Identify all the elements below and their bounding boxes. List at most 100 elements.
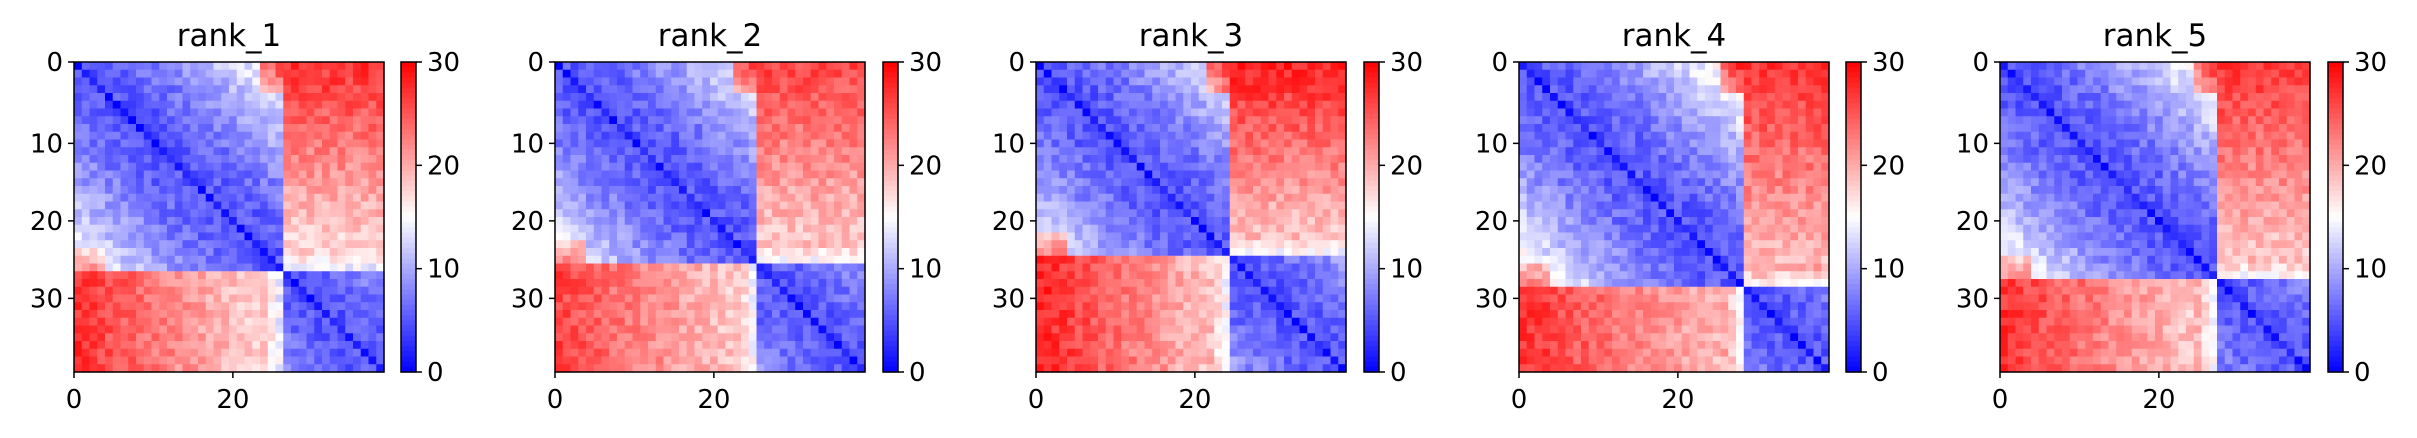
heatmap-cell <box>1051 317 1060 327</box>
heatmap-cell <box>640 77 649 86</box>
heatmap-cell <box>555 279 564 288</box>
heatmap-cell <box>756 341 765 350</box>
heatmap-cell <box>1051 155 1060 164</box>
heatmap-cell <box>617 217 626 226</box>
heatmap-cell <box>1315 341 1324 350</box>
heatmap-cell <box>1330 108 1339 117</box>
heatmap-cell <box>694 85 703 94</box>
heatmap-cell <box>562 193 572 203</box>
heatmap-cell <box>1067 93 1076 102</box>
heatmap-cell <box>198 116 207 125</box>
heatmap-cell <box>74 62 83 71</box>
heatmap-cell <box>1074 77 1084 86</box>
heatmap-cell <box>353 100 362 110</box>
heatmap-cell <box>1160 317 1169 327</box>
heatmap-cell <box>136 77 145 86</box>
heatmap-cell <box>1121 155 1130 164</box>
heatmap-cell <box>609 170 618 179</box>
colorbar-segment <box>401 124 416 130</box>
heatmap-cell <box>314 364 323 373</box>
heatmap-cell <box>306 317 315 327</box>
heatmap-cell <box>1245 116 1254 125</box>
heatmap-cell <box>741 209 750 218</box>
heatmap-cell <box>1043 255 1053 265</box>
heatmap-cell <box>97 85 106 94</box>
heatmap-cell <box>291 155 300 164</box>
heatmap-cell <box>291 217 300 226</box>
heatmap-cell <box>748 147 758 156</box>
heatmap-cell <box>578 62 587 71</box>
heatmap-cell <box>1268 302 1277 311</box>
heatmap-cell <box>841 124 851 133</box>
heatmap-cell <box>1214 131 1223 141</box>
heatmap-cell <box>283 85 292 94</box>
heatmap-cell <box>182 193 191 203</box>
heatmap-cell <box>182 178 191 187</box>
heatmap-cell <box>198 108 207 117</box>
heatmap-cell <box>733 240 742 249</box>
heatmap-cell <box>1144 116 1153 125</box>
heatmap-cell <box>97 186 106 195</box>
heatmap-cell <box>1051 310 1060 319</box>
heatmap-cell <box>803 310 812 319</box>
heatmap-cell <box>1315 62 1324 71</box>
heatmap-cell <box>655 124 665 133</box>
heatmap-cell <box>1175 85 1184 94</box>
heatmap-cell <box>143 240 153 249</box>
heatmap-cell <box>1160 193 1169 203</box>
heatmap-cell <box>151 356 160 365</box>
heatmap-cell <box>593 286 603 296</box>
heatmap-cell <box>1105 108 1115 117</box>
heatmap-cell <box>717 93 727 102</box>
colorbar-segment <box>1364 98 1379 104</box>
heatmap-cell <box>1268 147 1277 156</box>
heatmap-cell <box>190 162 199 172</box>
heatmap-cell <box>360 162 370 172</box>
heatmap-cell <box>1098 139 1107 148</box>
heatmap-cell <box>1284 201 1293 210</box>
heatmap-cell <box>97 178 106 187</box>
heatmap-cell <box>1175 77 1184 86</box>
heatmap-cell <box>624 147 634 156</box>
heatmap-cell <box>151 162 160 172</box>
heatmap-cell <box>1067 201 1076 210</box>
heatmap-cell <box>1036 62 1045 71</box>
heatmap-cell <box>609 108 618 117</box>
heatmap-cell <box>640 248 649 257</box>
heatmap-cell <box>1121 348 1130 358</box>
heatmap-cell <box>1260 108 1270 117</box>
heatmap-cell <box>112 255 122 265</box>
heatmap-cell <box>756 201 765 210</box>
heatmap-cell <box>128 178 137 187</box>
heatmap-cell <box>671 232 680 241</box>
heatmap-cell <box>105 77 114 86</box>
heatmap-cell <box>1299 302 1308 311</box>
colorbar-segment <box>401 330 416 337</box>
heatmap-cell <box>174 155 184 164</box>
heatmap-cell <box>710 201 719 210</box>
heatmap-cell <box>857 139 866 148</box>
heatmap-cell <box>1074 62 1084 71</box>
heatmap-cell <box>1098 162 1107 172</box>
heatmap-cell <box>229 139 238 148</box>
heatmap-cell <box>229 69 238 79</box>
heatmap-cell <box>1338 77 1347 86</box>
heatmap-cell <box>787 217 796 226</box>
heatmap-cell <box>376 85 385 94</box>
heatmap-cell <box>1260 162 1270 172</box>
heatmap-cell <box>360 248 370 257</box>
heatmap-cell <box>663 217 672 226</box>
heatmap-cell <box>1036 279 1045 288</box>
heatmap-cell <box>345 139 354 148</box>
heatmap-cell <box>555 100 564 110</box>
heatmap-cell <box>244 100 253 110</box>
heatmap-cell <box>345 131 354 141</box>
heatmap-cell <box>1105 77 1115 86</box>
heatmap-cell <box>151 124 160 133</box>
heatmap-cell <box>686 201 696 210</box>
heatmap-cell <box>1338 93 1347 102</box>
heatmap-cell <box>267 271 277 280</box>
heatmap-cell <box>694 263 703 272</box>
heatmap-cell <box>136 170 145 179</box>
heatmap-cell <box>112 108 122 117</box>
